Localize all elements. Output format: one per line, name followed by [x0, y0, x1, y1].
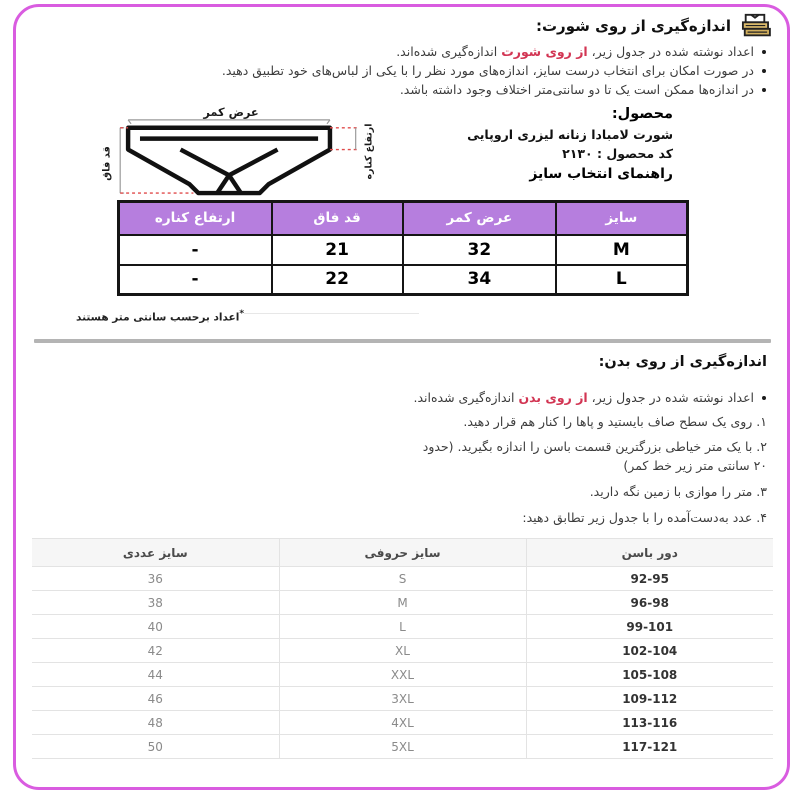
table-cell: 34 [401, 263, 558, 296]
step-item: ۱. روی یک سطح صاف بایستید و پاها را کنار… [463, 413, 767, 429]
shorts-notes-list: اعداد نوشته شده در جدول زیر، از روی شورت… [32, 44, 767, 98]
table-row: M 32 21- [117, 233, 688, 266]
product-and-diagram-row: محصول: شورت لامبادا زنانه لیزری اروپایی … [32, 105, 773, 200]
column-header: سایز [555, 200, 688, 236]
table-row: 102-104 XL 42 [32, 638, 773, 664]
table-cell: 38 [32, 590, 280, 616]
table-cell: 46 [32, 686, 280, 712]
body-notes-list: اعداد نوشته شده در جدول زیر، از روی بدن … [32, 390, 767, 406]
footnote-line [244, 312, 420, 314]
table-cell: 102-104 [525, 638, 773, 664]
product-info: محصول: شورت لامبادا زنانه لیزری اروپایی … [405, 106, 773, 200]
column-header: قد فاق [270, 200, 404, 236]
table-cell: 21 [270, 233, 404, 266]
centimeter-footnote: *اعداد برحسب سانتی متر هستند [76, 309, 773, 324]
table-row: 117-121 5XL 50 [32, 734, 773, 760]
table-cell: XL [278, 638, 527, 664]
note-text: در اندازه‌ها ممکن است یک تا دو سانتی‌متر… [399, 82, 754, 97]
table-row: 96-98 M 38 [32, 590, 773, 616]
list-item: اعداد نوشته شده در جدول زیر، از روی شورت… [32, 44, 767, 60]
section-body-title: اندازه‌گیری از روی بدن: [598, 353, 767, 370]
table-cell: 117-121 [525, 734, 773, 760]
table-cell: 109-112 [525, 686, 773, 712]
page-frame: اندازه‌گیری از روی شورت: اعداد نوشته شده… [13, 4, 790, 790]
table-cell: 3XL [278, 686, 527, 712]
footnote-asterisk: * [239, 309, 245, 319]
table-cell: XXL [278, 662, 527, 688]
body-size-table: دور باسن سایز حروفی سایز عددی 92-95 S 36 96-9… [32, 538, 773, 760]
table-row: 92-95 S 36 [32, 566, 773, 592]
table-row: L 34 22- [117, 263, 688, 296]
table-cell: 32 [401, 233, 558, 266]
note-highlight: از روی شورت [501, 44, 588, 59]
shorts-size-table: سایز عرض کمر قد فاق ارتفاع کناره M 32 21- L 34 2… [116, 200, 689, 296]
table-cell: 96-98 [525, 590, 773, 616]
table-cell: 42 [32, 638, 280, 664]
column-header: سایز حروفی [278, 538, 527, 568]
table-cell: 5XL [278, 734, 527, 760]
size-guide-title: راهنمای انتخاب سایز [529, 166, 673, 182]
list-item: در صورت امکان برای انتخاب درست سایز، اند… [32, 63, 767, 79]
note-text: اعداد نوشته شده در جدول زیر، [587, 44, 754, 59]
section-divider [34, 338, 771, 343]
table-cell: 113-116 [525, 710, 773, 736]
step-item: ۴. عدد به‌دست‌آمده را با جدول زیر تطابق … [522, 509, 767, 525]
table-cell: 44 [32, 662, 280, 688]
table-row: 109-112 3XL 46 [32, 686, 773, 712]
note-text: در صورت امکان برای انتخاب درست سایز، اند… [221, 63, 754, 78]
table-cell: S [278, 566, 527, 592]
table-row: 105-108 XXL 44 [32, 662, 773, 688]
table-cell: 50 [32, 734, 280, 760]
column-header: دور باسن [525, 538, 773, 568]
table-header-row: سایز عرض کمر قد فاق ارتفاع کناره [117, 200, 688, 236]
table-cell: 99-101 [525, 614, 773, 640]
table-cell: - [117, 263, 273, 296]
column-header: عرض کمر [401, 200, 558, 236]
table-header-row: دور باسن سایز حروفی سایز عددی [32, 538, 773, 568]
note-highlight: از روی بدن [518, 389, 588, 405]
table-row: 113-116 4XL 48 [32, 710, 773, 736]
diagram-side-height-label: ارتفاع کناره [364, 124, 375, 180]
briefs-outline [125, 125, 333, 196]
section-shorts-title: اندازه‌گیری از روی شورت: [535, 17, 731, 35]
table-row: 99-101 L 40 [32, 614, 773, 640]
table-cell: L [555, 263, 688, 296]
product-label: محصول: [611, 106, 673, 122]
note-text: اندازه‌گیری شده‌اند. [413, 389, 519, 405]
table-cell: - [117, 233, 273, 266]
column-header: ارتفاع کناره [117, 200, 273, 236]
step-item: ۲. با یک متر خیاطی بزرگترین قسمت باسن را… [422, 439, 767, 473]
step-item: ۳. متر را موازی با زمین نگه دارید. [589, 483, 767, 499]
table-cell: 22 [270, 263, 404, 296]
table-cell: M [555, 233, 688, 266]
diagram-waist-width-label: عرض کمر [202, 106, 258, 119]
note-text: اعداد نوشته شده در جدول زیر، [587, 389, 754, 405]
measurement-steps-list: ۱. روی یک سطح صاف بایستید و پاها را کنار… [32, 413, 767, 528]
table-cell: M [278, 590, 527, 616]
table-cell: 40 [32, 614, 280, 640]
note-text: اندازه‌گیری شده‌اند. [396, 44, 502, 59]
section-shorts-header: اندازه‌گیری از روی شورت: [34, 13, 771, 39]
product-code: کد محصول : ۲۱۳۰ [562, 146, 673, 161]
product-name: شورت لامبادا زنانه لیزری اروپایی [467, 127, 673, 142]
list-item: در اندازه‌ها ممکن است یک تا دو سانتی‌متر… [32, 82, 767, 98]
table-cell: 105-108 [525, 662, 773, 688]
table-cell: 92-95 [525, 566, 773, 592]
briefs-measurement-diagram: عرض کمر قد فاق ارتفاع کناره [61, 105, 401, 200]
list-item: اعداد نوشته شده در جدول زیر، از روی بدن … [32, 390, 767, 406]
diagram-rise-label: قد فاق [101, 146, 112, 181]
table-cell: 48 [32, 710, 280, 736]
table-cell: 36 [32, 566, 280, 592]
folded-clothes-icon [739, 13, 771, 40]
table-cell: 4XL [278, 710, 527, 736]
footnote-text: اعداد برحسب سانتی متر هستند [76, 311, 240, 324]
table-cell: L [278, 614, 527, 640]
column-header: سایز عددی [32, 538, 280, 568]
